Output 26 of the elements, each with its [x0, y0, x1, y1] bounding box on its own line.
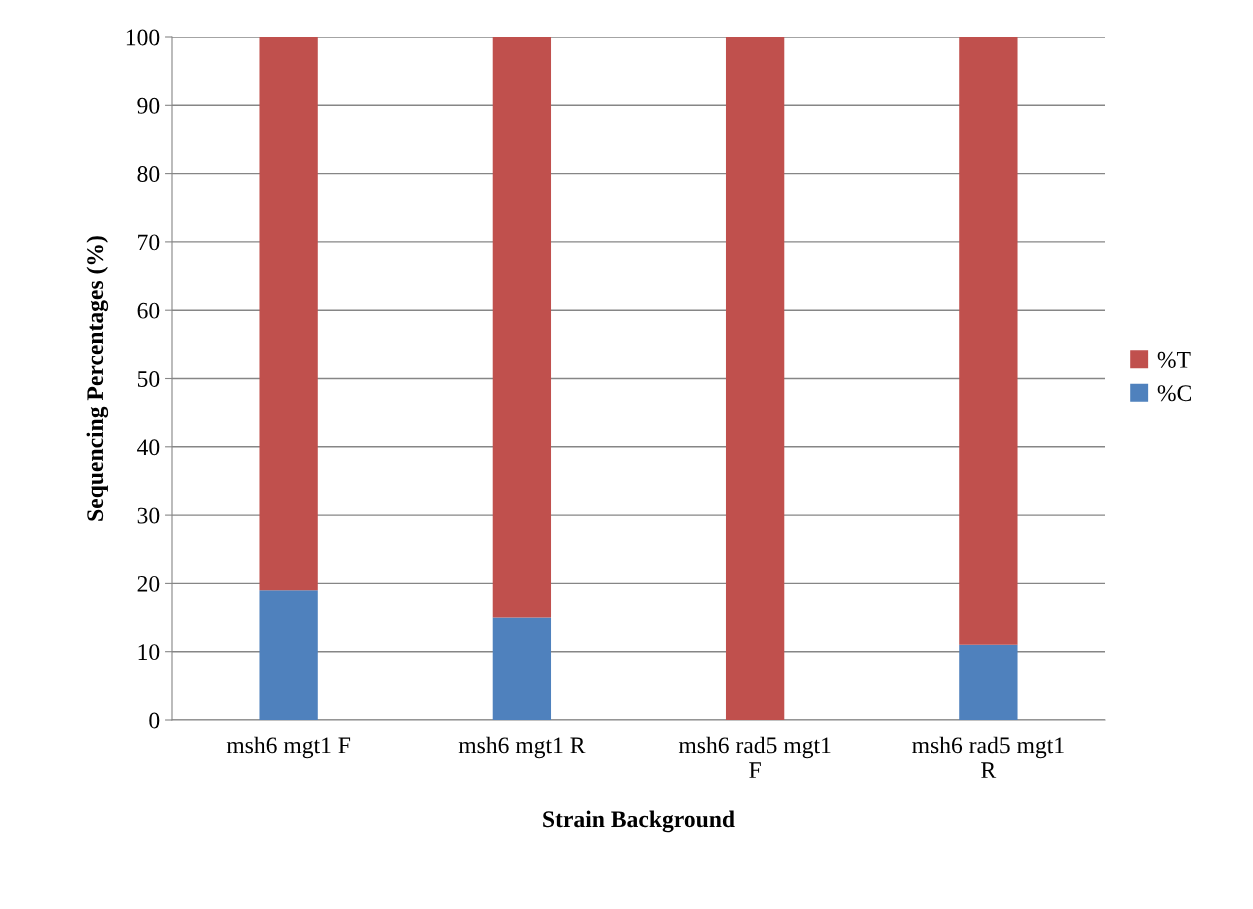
- y-tick-label: 90: [137, 97, 160, 114]
- y-tick-label: 100: [126, 29, 160, 46]
- bar: [959, 644, 1018, 720]
- y-tick-label: 50: [137, 370, 160, 387]
- y-tick-label: 60: [137, 302, 160, 319]
- y-tick-label: 80: [137, 166, 160, 183]
- x-tick-label: msh6 mgt1 F: [226, 736, 351, 759]
- y-tick-label: 20: [137, 575, 160, 592]
- y-tick-label: 0: [149, 712, 160, 729]
- y-tick-label: 40: [137, 439, 160, 456]
- x-tick-label: msh6 mgt1 R: [458, 736, 586, 759]
- bar: [492, 617, 552, 720]
- bar: [259, 590, 318, 720]
- legend-label: %T: [1157, 351, 1191, 368]
- y-tick-label: 10: [138, 644, 160, 661]
- bar: [259, 37, 318, 591]
- bar: [725, 37, 785, 720]
- legend-label: %C: [1157, 385, 1191, 402]
- y-axis-title: Sequencing Percentages (%): [86, 236, 109, 521]
- y-tick-label: 70: [138, 234, 160, 251]
- y-tick-label: 30: [137, 507, 160, 524]
- x-tick-label: msh6 rad5 mgt1 R: [912, 736, 1064, 778]
- x-tick-label: msh6 rad5 mgt1 F: [678, 736, 831, 778]
- bar: [492, 37, 552, 618]
- bar: [959, 37, 1018, 645]
- x-axis-title: Strain Background: [543, 810, 735, 833]
